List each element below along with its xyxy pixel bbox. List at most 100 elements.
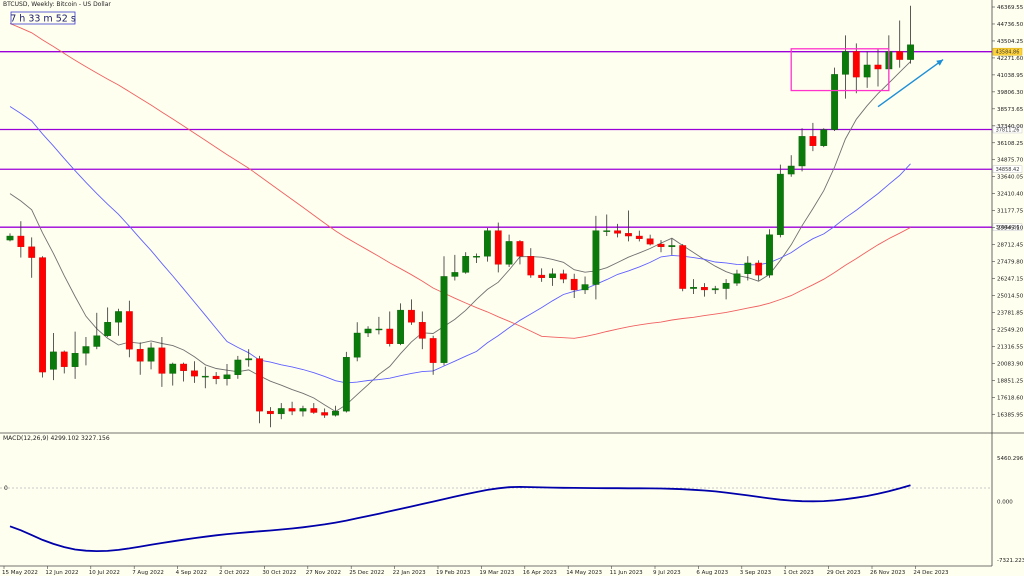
candle-bear — [158, 347, 166, 374]
annotations — [790, 48, 944, 108]
candle-bull — [169, 363, 177, 374]
time-tick-label: 7 Aug 2022 — [132, 570, 164, 576]
time-tick-label: 19 Feb 2023 — [436, 570, 471, 576]
candle-bull — [342, 357, 350, 412]
candle-bull — [332, 410, 339, 416]
candle-bull — [766, 234, 773, 276]
candle-bull — [733, 273, 741, 284]
candle-bull — [592, 230, 600, 285]
price-tick-label: 38573.65 — [997, 107, 1024, 113]
time-tick-label: 25 Dec 2022 — [349, 570, 384, 576]
candle-bear — [180, 363, 187, 371]
price-tick-label: 31177.75 — [997, 209, 1024, 215]
candle-bear — [657, 243, 665, 248]
time-tick-label: 1 Oct 2023 — [783, 570, 814, 576]
candle-bear — [570, 278, 578, 291]
price-tick-label: 37340.00 — [997, 124, 1024, 130]
price-tick-label: 21316.55 — [997, 344, 1024, 350]
candle-bull — [245, 358, 253, 361]
price-tick-label: 22549.20 — [997, 327, 1024, 333]
price-tick-label: 46369.55 — [997, 5, 1024, 11]
candle-bear — [852, 51, 860, 78]
time-tick-label: 22 Jan 2023 — [393, 570, 426, 576]
candle-bull — [201, 375, 209, 378]
projection-arrow-head — [936, 59, 944, 66]
price-tick-label: 28712.45 — [997, 243, 1024, 249]
candle-bear — [60, 351, 68, 367]
candle-bull — [277, 408, 285, 415]
candle-bull — [397, 309, 404, 344]
candle-bear — [125, 311, 133, 350]
candle-bull — [820, 129, 828, 146]
chart-header: BTCUSD, Weekly: Bitcoin - US Dollar 7 h … — [3, 1, 111, 492]
time-tick-label: 12 Jun 2022 — [45, 570, 78, 576]
level-tag-box — [992, 47, 1023, 56]
time-tick-label: 2 Oct 2022 — [219, 570, 250, 576]
candle-bear — [874, 64, 882, 70]
price-tick-label: 18851.25 — [997, 378, 1024, 384]
candle-bear — [809, 136, 817, 146]
candle-bull — [842, 51, 849, 75]
candle-bear — [679, 245, 687, 289]
macd-tick-label: 5460.296 — [997, 456, 1024, 462]
candle-bear — [429, 338, 437, 363]
candle-bull — [71, 353, 79, 367]
price-tick-label: 23781.85 — [997, 310, 1024, 316]
price-tick-label: 27479.80 — [997, 260, 1024, 266]
candle-bull — [690, 287, 697, 289]
candle-bull — [462, 256, 470, 273]
candle-bull — [668, 245, 676, 248]
macd-axis-labels: 5460.296 0.000 -7321.223 — [997, 456, 1024, 564]
price-tick-label: 34875.70 — [997, 158, 1024, 164]
candle-bull — [484, 230, 491, 257]
candle-bull — [234, 359, 242, 375]
time-tick-label: 16 Apr 2023 — [523, 570, 558, 576]
candle-bull — [104, 322, 112, 336]
time-tick-label: 24 Dec 2023 — [913, 570, 949, 576]
candle-bear — [408, 309, 415, 323]
candle-bull — [744, 262, 752, 274]
ma-slow-line — [9, 23, 911, 339]
candle-bull — [364, 328, 372, 334]
candle-bear — [267, 410, 274, 415]
time-tick-label: 30 Oct 2022 — [262, 570, 296, 576]
level-tag: 30554.86 — [996, 225, 1020, 231]
candle-bear — [191, 370, 198, 377]
candle-bull — [863, 64, 871, 78]
price-axis-labels: 46369.55 44736.50 43504.25 42271.60 41038.95… — [992, 5, 1024, 418]
candle-bear — [896, 51, 904, 60]
candle-bull — [581, 284, 589, 291]
macd-line — [9, 484, 911, 553]
bar-timer: 7 h 33 m 52 s — [10, 14, 76, 25]
candle-bear — [635, 235, 643, 239]
level-tag: 43584.86 — [996, 49, 1020, 55]
time-tick-label: 6 Aug 2023 — [696, 570, 728, 576]
time-axis-labels: 15 May 2022 12 Jun 2022 10 Jul 2022 7 Aug 2… — [2, 566, 949, 576]
level-tag: 37811.26 — [996, 127, 1020, 133]
candle-bear — [256, 358, 263, 412]
candle-bear — [310, 408, 318, 413]
time-tick-label: 26 Nov 2023 — [870, 570, 906, 576]
candle-bull — [473, 256, 480, 258]
candle-bull — [223, 374, 231, 380]
price-tick-label: 20083.90 — [997, 361, 1024, 367]
candle-bull — [115, 311, 122, 323]
candle-bull — [299, 408, 307, 412]
macd-zero-label: 0 — [4, 485, 8, 492]
candle-bear — [39, 257, 46, 373]
candle-bull — [907, 44, 914, 60]
candle-bear — [527, 256, 535, 276]
price-tick-label: 16385.95 — [997, 412, 1024, 418]
candle-bear — [136, 348, 144, 362]
candle-bear — [625, 233, 632, 237]
candle-bull — [50, 351, 57, 370]
candle-bear — [321, 412, 329, 416]
candle-bull — [603, 230, 611, 232]
time-tick-label: 14 May 2023 — [566, 570, 602, 576]
timer-box — [10, 11, 76, 25]
candle-bull — [82, 346, 90, 354]
